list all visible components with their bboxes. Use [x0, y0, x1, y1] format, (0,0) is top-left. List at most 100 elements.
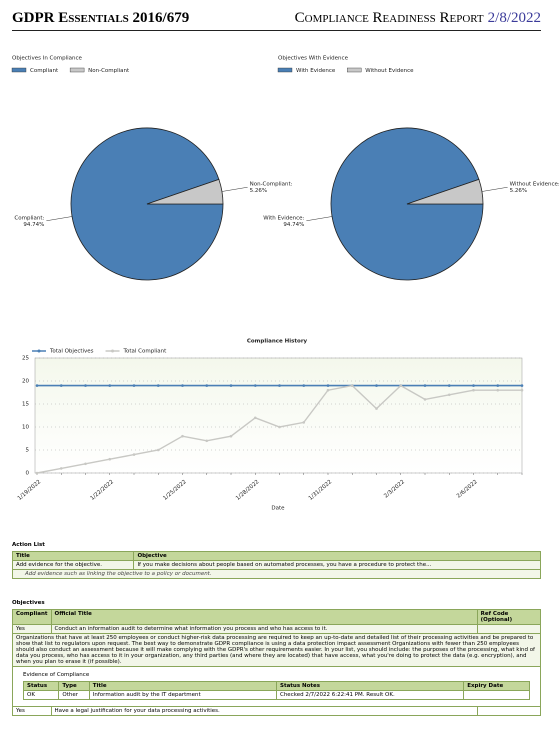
column-header: Expiry Date — [463, 681, 530, 691]
cell: Yes — [12, 706, 52, 716]
column-header: Type — [58, 681, 90, 691]
section-heading: Action List — [12, 542, 45, 548]
x-tick-label: 1/22/2022 — [90, 479, 115, 502]
x-axis-label: Date — [271, 506, 285, 512]
cell: If you make decisions about people based… — [133, 560, 541, 570]
cell — [463, 690, 530, 700]
column-header: Compliant — [12, 609, 52, 625]
action-table: Title Objective Add evidence for the obje… — [11, 551, 541, 579]
point — [84, 384, 87, 387]
point — [253, 384, 257, 387]
point — [423, 384, 427, 387]
legend-swatch — [11, 67, 27, 73]
legend-label: Compliant — [30, 68, 59, 74]
point — [472, 384, 475, 387]
value-label: 5.26% — [250, 188, 267, 194]
cell: OK — [22, 690, 60, 700]
evidence-table: Status Type Title Status Notes Expiry Date O… — [22, 681, 530, 700]
cell: Yes — [12, 624, 52, 634]
legend-label: Without Evidence — [365, 68, 414, 74]
cell: Other — [58, 690, 90, 700]
slice-label: Non-Compliant: — [250, 182, 293, 188]
cell: Checked 2/7/2022 6:22:41 PM. Result OK. — [275, 690, 465, 700]
point — [326, 388, 330, 392]
legend-swatch — [69, 67, 85, 73]
point — [229, 384, 233, 387]
charts: Objectives In Compliance Compliant Non-Com… — [11, 56, 559, 512]
point — [375, 407, 378, 410]
note: Add evidence such as linking the objecti… — [12, 569, 541, 579]
evidence-heading: Evidence of Compliance — [23, 672, 90, 678]
column-header: Objective — [133, 551, 541, 561]
point — [84, 462, 87, 466]
point — [253, 416, 257, 420]
point — [350, 384, 354, 387]
cell: Have a legal justification for your data… — [50, 706, 478, 716]
point — [156, 448, 160, 452]
cell — [476, 706, 542, 716]
point — [326, 384, 330, 387]
point — [181, 384, 184, 387]
report-title: Compliance Readiness Report — [294, 10, 484, 26]
point — [156, 384, 160, 387]
y-tick-label: 15 — [22, 402, 29, 408]
point — [302, 421, 306, 424]
report-date: 2/8/2022 — [487, 10, 541, 26]
header-title: GDPR Essentials 2016/679 — [12, 10, 189, 27]
point — [205, 439, 209, 443]
cell: Add evidence for the objective. — [11, 560, 135, 570]
point — [520, 388, 524, 392]
value-label: 5.26% — [510, 188, 527, 194]
leader-line — [46, 216, 73, 222]
column-header: Ref Code (Optional) — [476, 609, 542, 625]
point — [520, 384, 524, 387]
y-tick-label: 10 — [22, 425, 29, 431]
slice-label: With Evidence: — [263, 215, 304, 221]
point — [496, 388, 500, 392]
description: Organizations that have at least 250 emp… — [12, 633, 541, 667]
point — [181, 434, 184, 438]
legend-swatch — [277, 67, 293, 73]
cell — [476, 624, 542, 634]
x-tick-label: 1/28/2022 — [235, 479, 260, 502]
point — [59, 384, 63, 387]
x-tick-label: 2/6/2022 — [456, 479, 479, 499]
legend-marker — [111, 349, 115, 353]
point — [59, 467, 63, 470]
legend-label: Total Compliant — [123, 349, 168, 355]
point — [375, 384, 378, 387]
legend-label: Non-Compliant — [88, 68, 130, 74]
objectives-table: Compliant Official Title Ref Code (Optiona… — [12, 609, 542, 716]
point — [278, 384, 281, 387]
point — [302, 384, 306, 387]
header: GDPR Essentials 2016/679 Compliance Read… — [12, 8, 541, 31]
point — [447, 393, 451, 397]
point — [132, 384, 136, 387]
section-heading: Objectives — [12, 600, 45, 606]
edition: 2016/679 — [132, 10, 190, 26]
y-tick-label: 20 — [22, 379, 29, 385]
point — [229, 434, 233, 438]
value-label: 94.74% — [23, 222, 44, 228]
legend-label: Total Objectives — [49, 349, 94, 355]
objectives: Objectives Compliant Official Title Ref Co… — [12, 600, 542, 716]
chart-title: Compliance History — [247, 339, 308, 345]
cell: Information audit by the IT department — [88, 690, 277, 700]
point — [132, 453, 136, 456]
x-tick-label: 1/25/2022 — [162, 479, 187, 502]
slice-label: Compliant: — [14, 215, 44, 221]
leader-line — [306, 216, 333, 222]
point — [108, 457, 112, 461]
value-label: 94.74% — [283, 222, 304, 228]
x-tick-label: 1/31/2022 — [308, 479, 333, 502]
action-list: Action List Title Objective Add evidence … — [11, 542, 541, 579]
legend-swatch — [347, 67, 362, 73]
column-header: Status Notes — [275, 681, 465, 691]
header-report: Compliance Readiness Report 2/8/2022 — [295, 10, 541, 27]
point — [35, 471, 39, 475]
chart-title: Objectives With Evidence — [278, 56, 349, 62]
chart-title: Objectives In Compliance — [12, 56, 83, 62]
column-header: Title — [11, 551, 135, 561]
point — [423, 398, 427, 401]
